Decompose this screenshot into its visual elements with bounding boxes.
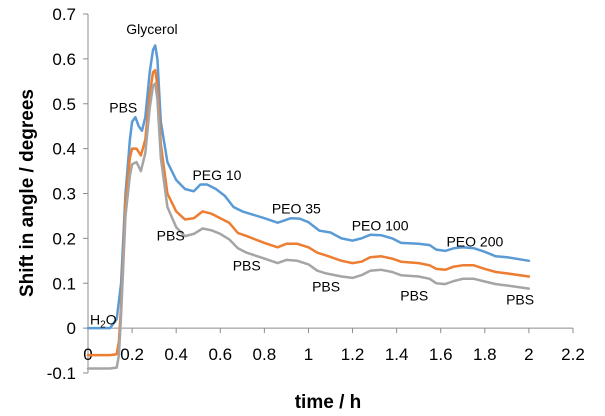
series-line-1 (86, 44, 531, 330)
x-tick-label: 1.6 (429, 345, 453, 364)
y-tick-label: 0.5 (52, 95, 76, 114)
annotation-label: PBS (233, 258, 261, 274)
x-tick-label: 0.4 (164, 345, 188, 364)
y-tick-label: 0.3 (52, 185, 76, 204)
x-tick-label: 0.8 (253, 345, 277, 364)
x-tick-label: 1.4 (385, 345, 409, 364)
annotation-label: PBS (312, 278, 340, 294)
annotation-label: PBS (109, 100, 137, 116)
series-line-2 (86, 68, 531, 357)
y-tick-label: 0 (67, 319, 76, 338)
annotation-label: PEO 200 (446, 233, 503, 249)
annotation-label: PBS (506, 291, 534, 307)
x-tick-label: 1 (304, 345, 313, 364)
annotation-label: PEO 35 (272, 201, 321, 217)
x-tick-label: 1.8 (473, 345, 497, 364)
y-tick-label: 0.1 (52, 274, 76, 293)
x-tick-label: 0.6 (208, 345, 232, 364)
y-tick-label: 0.4 (52, 140, 76, 159)
y-tick-label: -0.1 (47, 364, 76, 383)
chart-annotations: Glycerol PBS PEG 10 PEO 35 PEO 100 PEO 200 PBS… (90, 21, 534, 330)
annotation-label: PEG 10 (192, 167, 241, 183)
y-tick-label: 0.7 (52, 5, 76, 24)
y-tick-label: 0.6 (52, 50, 76, 69)
chart-series (86, 44, 531, 370)
annotation-label: PBS (157, 228, 185, 244)
chart-axes: -0.100.10.20.30.40.50.60.70 0.2 0.4 0.6 0.8 1… (47, 5, 585, 383)
annotation-h2o: H2O (90, 312, 117, 331)
series-line-3 (86, 82, 531, 370)
annotation-label: Glycerol (126, 21, 177, 37)
annotation-label: PBS (400, 287, 428, 303)
annotation-label: PEO 100 (352, 218, 409, 234)
x-tick-label: 0.2 (120, 345, 144, 364)
x-axis-title: time / h (295, 392, 362, 413)
y-tick-label: 0.2 (52, 229, 76, 248)
x-tick-label: 2.2 (561, 345, 585, 364)
x-tick-label: 2 (524, 345, 533, 364)
x-tick-label: 1.2 (341, 345, 365, 364)
y-axis-title: Shift in angle / degrees (17, 89, 38, 297)
chart-axis-titles: time / h Shift in angle / degrees (17, 89, 361, 413)
